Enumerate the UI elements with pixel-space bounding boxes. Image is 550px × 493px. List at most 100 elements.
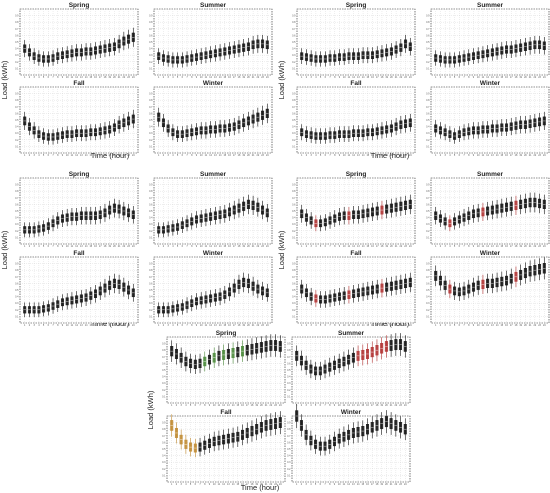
x-tick-label: 14 xyxy=(232,404,235,407)
y-tick-label: 0.1 xyxy=(426,145,430,148)
x-tick-label: 16 xyxy=(94,324,97,327)
x-tick-label: 11 xyxy=(348,324,351,327)
x-tick-label: 23 xyxy=(404,154,407,157)
x-tick-label: 14 xyxy=(219,245,222,248)
x-tick-label: 8 xyxy=(334,245,336,248)
x-tick-label: 16 xyxy=(228,76,231,79)
y-tick-label: 0.3 xyxy=(149,223,153,226)
x-tick-label: 13 xyxy=(80,76,83,79)
x-tick-label: 7 xyxy=(329,76,331,79)
x-tick-label: 5 xyxy=(320,245,322,248)
x-tick-label: 12 xyxy=(486,245,489,248)
x-tick-label: 6 xyxy=(182,245,184,248)
x-tick-label: 13 xyxy=(352,483,355,486)
x-tick-label: 21 xyxy=(252,154,255,157)
y-tick-label: 0.9 xyxy=(149,263,153,266)
panel-title: Fall xyxy=(350,250,361,257)
x-tick-label: 15 xyxy=(500,245,503,248)
x-tick-label: 5 xyxy=(177,324,179,327)
x-tick-label: 21 xyxy=(395,154,398,157)
x-tick-label: 24 xyxy=(132,76,135,79)
x-axis-label: Time (hour) xyxy=(371,319,410,328)
x-tick-label: 23 xyxy=(538,245,541,248)
y-tick-label: 0.4 xyxy=(15,296,19,299)
y-tick-label: 0.1 xyxy=(149,236,153,239)
x-tick-label: 22 xyxy=(400,154,403,157)
x-tick-label: 5 xyxy=(43,245,45,248)
y-tick-label: 0.6 xyxy=(426,203,430,206)
x-tick-label: 8 xyxy=(191,245,193,248)
y-tick-label: 0.7 xyxy=(426,28,430,31)
x-tick-label: 5 xyxy=(320,154,322,157)
x-tick-label: 3 xyxy=(180,404,182,407)
x-tick-label: 11 xyxy=(348,76,351,79)
x-tick-label: 21 xyxy=(118,154,121,157)
panel-title: Winter xyxy=(480,250,501,257)
x-tick-label: 21 xyxy=(395,76,398,79)
y-tick-label: 0.8 xyxy=(149,269,153,272)
x-tick-label: 12 xyxy=(209,324,212,327)
x-tick-label: 4 xyxy=(172,76,174,79)
x-tick-label: 21 xyxy=(252,324,255,327)
x-tick-label: 10 xyxy=(213,404,216,407)
x-tick-label: 20 xyxy=(524,76,527,79)
x-tick-label: 18 xyxy=(238,324,241,327)
y-tick-label: 0.8 xyxy=(149,99,153,102)
x-tick-label: 20 xyxy=(524,324,527,327)
x-tick-label: 4 xyxy=(315,76,317,79)
x-tick-label: 12 xyxy=(347,483,350,486)
x-tick-label: 17 xyxy=(376,76,379,79)
x-tick-label: 17 xyxy=(510,154,513,157)
x-tick-label: 22 xyxy=(270,483,273,486)
x-tick-label: 3 xyxy=(33,245,35,248)
x-tick-label: 11 xyxy=(348,154,351,157)
x-tick-label: 12 xyxy=(352,76,355,79)
x-tick-label: 6 xyxy=(459,245,461,248)
x-tick-label: 21 xyxy=(529,76,532,79)
x-tick-label: 17 xyxy=(99,154,102,157)
x-tick-label: 16 xyxy=(371,76,374,79)
x-tick-label: 23 xyxy=(274,483,277,486)
x-tick-label: 12 xyxy=(352,154,355,157)
x-tick-label: 19 xyxy=(380,483,383,486)
x-tick-label: 17 xyxy=(510,324,513,327)
x-tick-label: 20 xyxy=(113,76,116,79)
x-tick-label: 10 xyxy=(477,154,480,157)
y-tick-label: 0.6 xyxy=(287,362,291,365)
x-tick-label: 6 xyxy=(459,76,461,79)
y-tick-label: 0.2 xyxy=(426,61,430,64)
y-tick-label: 0.3 xyxy=(15,302,19,305)
x-tick-label: 15 xyxy=(366,154,369,157)
x-tick-label: 7 xyxy=(463,324,465,327)
x-tick-label: 6 xyxy=(320,483,322,486)
x-tick-label: 14 xyxy=(496,154,499,157)
x-tick-label: 13 xyxy=(80,324,83,327)
x-tick-label: 8 xyxy=(334,324,336,327)
y-tick-label: 0.9 xyxy=(292,184,296,187)
y-tick-label: 0.9 xyxy=(426,184,430,187)
x-tick-label: 22 xyxy=(123,324,126,327)
x-tick-label: 11 xyxy=(482,245,485,248)
x-tick-label: 23 xyxy=(127,245,130,248)
x-tick-label: 16 xyxy=(371,154,374,157)
y-tick-label: 0.1 xyxy=(287,395,291,398)
x-tick-label: 1 xyxy=(171,404,173,407)
x-tick-label: 22 xyxy=(400,324,403,327)
x-tick-label: 24 xyxy=(543,245,546,248)
y-tick-label: 0.3 xyxy=(15,54,19,57)
y-tick-label: 0.1 xyxy=(292,315,296,318)
x-tick-label: 14 xyxy=(219,154,222,157)
y-tick-label: 0.3 xyxy=(15,132,19,135)
y-tick-label: 0.1 xyxy=(149,145,153,148)
y-tick-label: 0.7 xyxy=(287,435,291,438)
x-tick-label: 5 xyxy=(177,245,179,248)
x-tick-label: 17 xyxy=(510,76,513,79)
y-tick-label: 0.6 xyxy=(292,282,296,285)
x-tick-label: 3 xyxy=(444,245,446,248)
x-tick-label: 18 xyxy=(104,154,107,157)
y-tick-label: 0.8 xyxy=(162,428,166,431)
x-tick-label: 2 xyxy=(306,154,308,157)
